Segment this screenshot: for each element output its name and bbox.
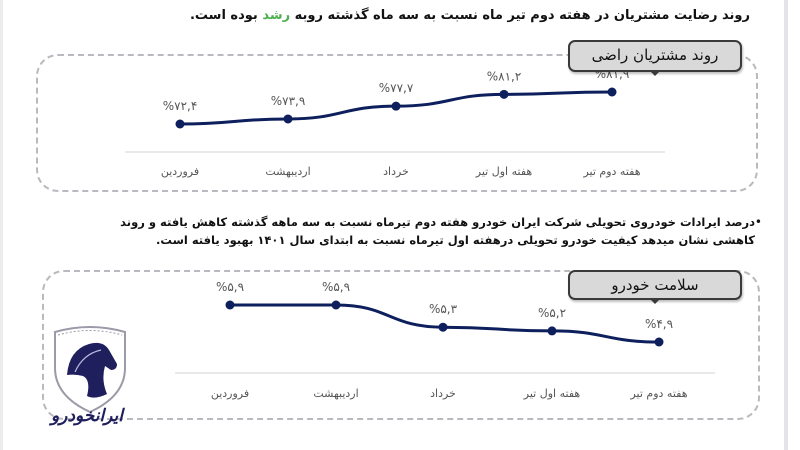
data-point xyxy=(331,300,341,310)
horse-shield-icon xyxy=(54,326,126,414)
data-label: %۵,۳ xyxy=(429,302,458,316)
bullet-icon: • xyxy=(754,215,762,229)
iran-khodro-logo: ایرانخودرو xyxy=(45,320,135,430)
data-point xyxy=(607,87,617,97)
data-label: %۴,۹ xyxy=(645,317,673,331)
category-label: هفته اول تیر xyxy=(523,387,581,400)
data-point xyxy=(547,326,557,336)
category-label: هفته دوم تیر xyxy=(582,165,640,178)
chart-panel-vehicle-health xyxy=(42,270,760,420)
category-label: هفته دوم تیر xyxy=(629,387,687,400)
right-edge-bar xyxy=(784,0,788,450)
headline: روند رضایت مشتریان در هفته دوم تیر ماه ن… xyxy=(190,8,750,23)
data-label: %۵,۹ xyxy=(322,280,350,294)
data-label: %۷۲,۴ xyxy=(163,99,198,113)
category-label: فروردین xyxy=(161,165,199,178)
category-label: خرداد xyxy=(383,165,409,178)
data-point xyxy=(499,89,509,99)
bullet-line-2: کاهشی نشان میدهد کیفیت خودرو تحویلی درهف… xyxy=(156,233,755,247)
logo-text: ایرانخودرو xyxy=(50,406,124,426)
chart-panel-satisfied-customers xyxy=(36,54,758,192)
data-point xyxy=(391,101,401,111)
category-label: فروردین xyxy=(211,387,249,400)
headline-text-after: بوده است. xyxy=(189,8,263,23)
category-label: هفته اول تیر xyxy=(475,165,533,178)
data-label: %۷۳,۹ xyxy=(271,94,306,108)
bullet-line-1: درصد ایرادات خودروی تحویلی شرکت ایران خو… xyxy=(120,215,755,229)
category-label: اردیبهشت xyxy=(313,387,358,400)
data-point xyxy=(175,119,185,129)
chart-title-satisfied-customers: روند مشتریان راضی xyxy=(568,40,742,76)
data-label: %۵,۲ xyxy=(538,306,566,320)
headline-text-before: روند رضایت مشتریان در هفته دوم تیر ماه ن… xyxy=(290,8,750,23)
data-label: %۷۷,۷ xyxy=(379,81,414,95)
category-label: خرداد xyxy=(430,387,456,400)
category-label: اردیبهشت xyxy=(265,165,310,178)
data-point xyxy=(438,322,448,332)
data-label: %۸۱,۲ xyxy=(487,69,522,83)
chart-title-vehicle-health: سلامت خودرو xyxy=(568,270,742,304)
bullet-paragraph: درصد ایرادات خودروی تحویلی شرکت ایران خو… xyxy=(55,213,755,249)
left-edge-bar xyxy=(0,0,3,450)
data-point xyxy=(654,337,664,347)
headline-accent-word: رشد xyxy=(262,8,291,23)
data-point xyxy=(225,300,235,310)
data-label: %۵,۹ xyxy=(216,280,244,294)
data-point xyxy=(283,114,293,124)
